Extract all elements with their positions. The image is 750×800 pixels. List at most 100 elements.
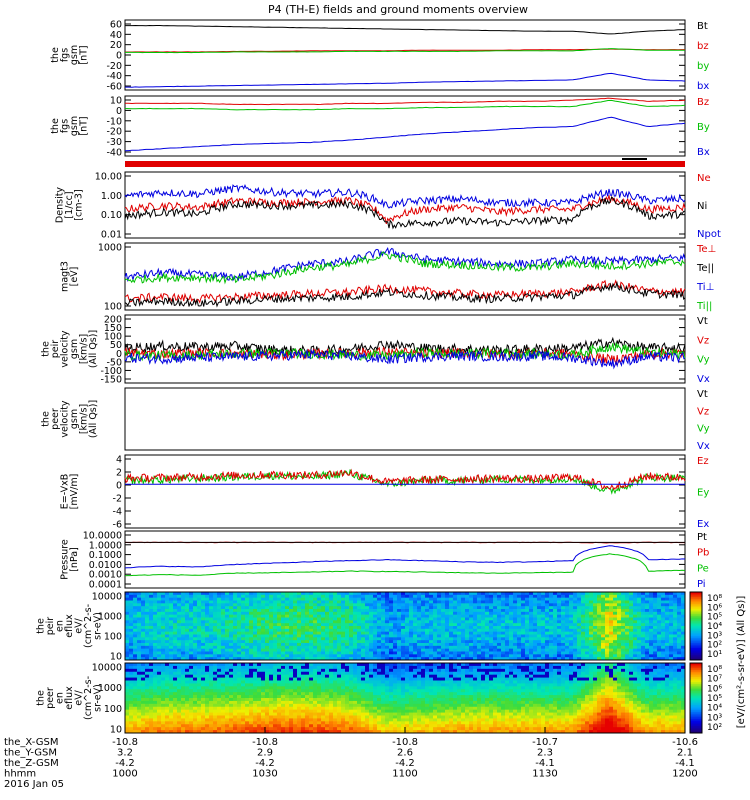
heatmap-cell (225, 700, 230, 705)
heatmap-cell (333, 715, 338, 719)
heatmap-cell (249, 663, 254, 667)
heatmap-cell (349, 643, 354, 647)
heatmap-cell (645, 628, 650, 633)
heatmap-cell (505, 592, 510, 596)
heatmap-cell (345, 668, 350, 673)
heatmap-cell (285, 600, 290, 604)
heatmap-cell (153, 597, 158, 601)
heatmap-cell (517, 654, 522, 658)
heatmap-cell (509, 654, 514, 658)
heatmap-cell (457, 606, 462, 610)
heatmap-cell (573, 634, 578, 638)
heatmap-cell (153, 668, 158, 673)
heatmap-cell (669, 637, 674, 641)
heatmap-cell (309, 698, 314, 702)
heatmap-cell (577, 654, 582, 658)
heatmap-cell (445, 606, 450, 610)
heatmap-cell (549, 648, 554, 652)
heatmap-cell (365, 594, 370, 599)
heatmap-cell (181, 645, 186, 650)
heatmap-cell (529, 597, 534, 601)
panel-frame (124, 314, 686, 384)
heatmap-cell (333, 680, 338, 684)
heatmap-cell (177, 645, 182, 650)
heatmap-cell (189, 703, 194, 708)
heatmap-cell (341, 698, 346, 702)
heatmap-cell (289, 703, 294, 708)
heatmap-cell (197, 609, 202, 613)
heatmap-cell (621, 643, 626, 647)
heatmap-cell (517, 634, 522, 638)
heatmap-cell (605, 654, 610, 658)
heatmap-cell (141, 628, 146, 633)
heatmap-cell (469, 620, 474, 624)
heatmap-cell (625, 654, 630, 658)
y-axis-label: fgs (59, 119, 70, 133)
heatmap-cell (509, 611, 514, 616)
heatmap-cell (249, 695, 254, 699)
heatmap-cell (633, 623, 638, 627)
heatmap-cell (309, 706, 314, 711)
legend-Ex: Ex (697, 519, 709, 530)
heatmap-cell (289, 597, 294, 601)
heatmap-cell (533, 594, 538, 599)
heatmap-cell (309, 680, 314, 684)
heatmap-cell (353, 668, 358, 673)
heatmap-cell (561, 603, 566, 607)
heatmap-cell (229, 671, 234, 676)
heatmap-cell (325, 637, 330, 641)
heatmap-cell (161, 706, 166, 711)
heatmap-cell (285, 609, 290, 613)
heatmap-cell (333, 718, 338, 722)
heatmap-cell (617, 594, 622, 599)
heatmap-cell (521, 611, 526, 616)
heatmap-cell (233, 674, 238, 678)
heatmap-cell (221, 695, 226, 699)
heatmap-cell (133, 671, 138, 676)
heatmap-cell (605, 628, 610, 633)
heatmap-cell (169, 617, 174, 621)
heatmap-cell (321, 594, 326, 599)
heatmap-cell (673, 634, 678, 638)
heatmap-cell (653, 623, 658, 627)
heatmap-cell (173, 634, 178, 638)
heatmap-cell (353, 631, 358, 635)
heatmap-cell (465, 594, 470, 599)
heatmap-cell (477, 634, 482, 638)
legend-Ez: Ez (697, 456, 709, 467)
heatmap-cell (337, 620, 342, 624)
heatmap-cell (333, 703, 338, 708)
heatmap-cell (381, 643, 386, 647)
heatmap-cell (385, 603, 390, 607)
heatmap-cell (193, 634, 198, 638)
heatmap-cell (589, 631, 594, 635)
heatmap-cell (141, 671, 146, 676)
y-tick-label: 0 (116, 481, 122, 492)
heatmap-cell (317, 626, 322, 630)
heatmap-cell (473, 637, 478, 641)
heatmap-cell (257, 677, 262, 681)
heatmap-cell (229, 631, 234, 635)
panel-velocity_peer (124, 387, 686, 451)
heatmap-cell (349, 600, 354, 604)
heatmap-cell (649, 645, 654, 650)
heatmap-cell (285, 706, 290, 711)
heatmap-cell (481, 597, 486, 601)
heatmap-cell (461, 603, 466, 607)
heatmap-cell (557, 592, 562, 596)
heatmap-cell (149, 623, 154, 627)
heatmap-cell (497, 626, 502, 630)
heatmap-cell (629, 634, 634, 638)
heatmap-cell (325, 683, 330, 687)
heatmap-cell (229, 645, 234, 650)
heatmap-cell (197, 706, 202, 711)
heatmap-cell (173, 617, 178, 621)
heatmap-cell (353, 700, 358, 705)
heatmap-cell (217, 730, 222, 734)
heatmap-cell (369, 648, 374, 652)
heatmap-cell (509, 637, 514, 641)
heatmap-cell (125, 592, 130, 596)
series-Pe (124, 553, 686, 577)
heatmap-cell (141, 592, 146, 596)
heatmap-cell (157, 594, 162, 599)
